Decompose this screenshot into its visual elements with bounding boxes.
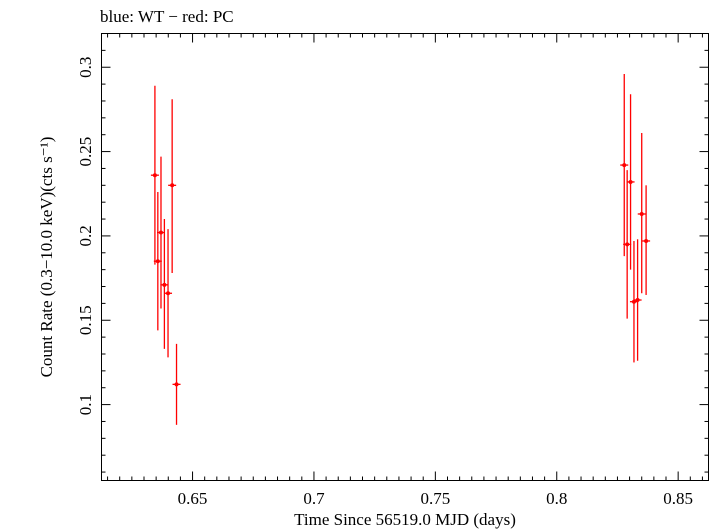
x-tick-label: 0.7	[303, 489, 325, 508]
y-tick-label: 0.2	[76, 225, 95, 246]
x-tick-label: 0.85	[663, 489, 693, 508]
data-point	[631, 299, 636, 304]
data-point	[158, 230, 163, 235]
y-axis-label: Count Rate (0.3−10.0 keV)(cts s⁻¹)	[37, 137, 56, 378]
y-tick-label: 0.3	[76, 57, 95, 78]
y-axis: 0.1 0.15 0.2 0.25 0.3	[76, 57, 709, 415]
y-tick-label: 0.1	[76, 394, 95, 415]
data-series-pc	[150, 73, 651, 425]
data-point	[174, 382, 179, 387]
data-point	[628, 179, 633, 184]
data-point	[170, 183, 175, 188]
x-tick-label: 0.65	[178, 489, 208, 508]
y-tick-label: 0.25	[76, 137, 95, 167]
data-point	[639, 211, 644, 216]
data-point	[625, 242, 630, 247]
data-point	[155, 259, 160, 264]
data-point	[152, 173, 157, 178]
data-point	[166, 291, 171, 296]
data-point	[635, 298, 640, 303]
x-axis-label: Time Since 56519.0 MJD (days)	[294, 510, 516, 529]
data-point	[162, 282, 167, 287]
x-tick-label: 0.75	[420, 489, 450, 508]
data-point	[644, 238, 649, 243]
x-axis: 0.65 0.7 0.75 0.8 0.85	[178, 33, 693, 508]
data-point	[622, 163, 627, 168]
plot-frame	[101, 33, 709, 481]
y-tick-label: 0.15	[76, 305, 95, 335]
minor-ticks	[101, 33, 709, 481]
x-tick-label: 0.8	[546, 489, 567, 508]
chart-title: blue: WT − red: PC	[100, 7, 234, 26]
